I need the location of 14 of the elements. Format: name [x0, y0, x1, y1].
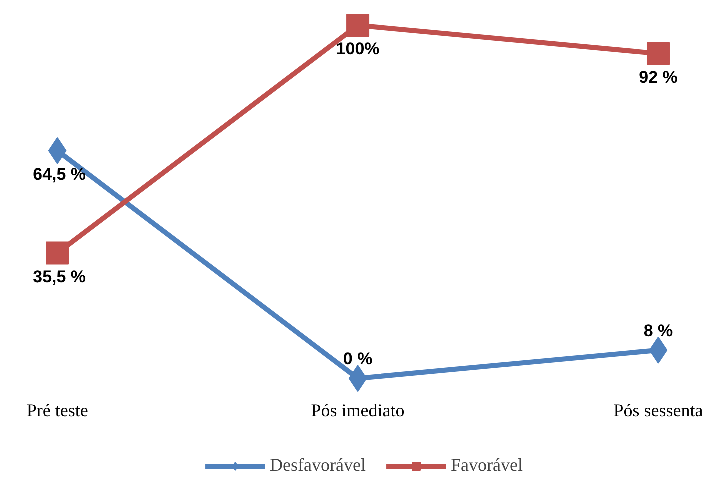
data-label: 35,5 % [33, 267, 86, 286]
legend-label: Desfavorável [270, 455, 366, 476]
x-tick-label: Pré teste [26, 400, 88, 420]
point [346, 14, 370, 38]
x-tick-label: Pós sessenta [614, 400, 704, 420]
data-label: 64,5 % [33, 164, 86, 184]
data-label: 100% [336, 40, 380, 59]
x-tick-label: Pós imediato [311, 400, 405, 420]
point [646, 42, 670, 66]
legend-label: Favorável [450, 455, 523, 476]
data-label: 0 % [343, 350, 373, 369]
point [46, 242, 70, 265]
data-label: 8 % [644, 321, 674, 340]
data-label: 92 % [639, 68, 678, 87]
